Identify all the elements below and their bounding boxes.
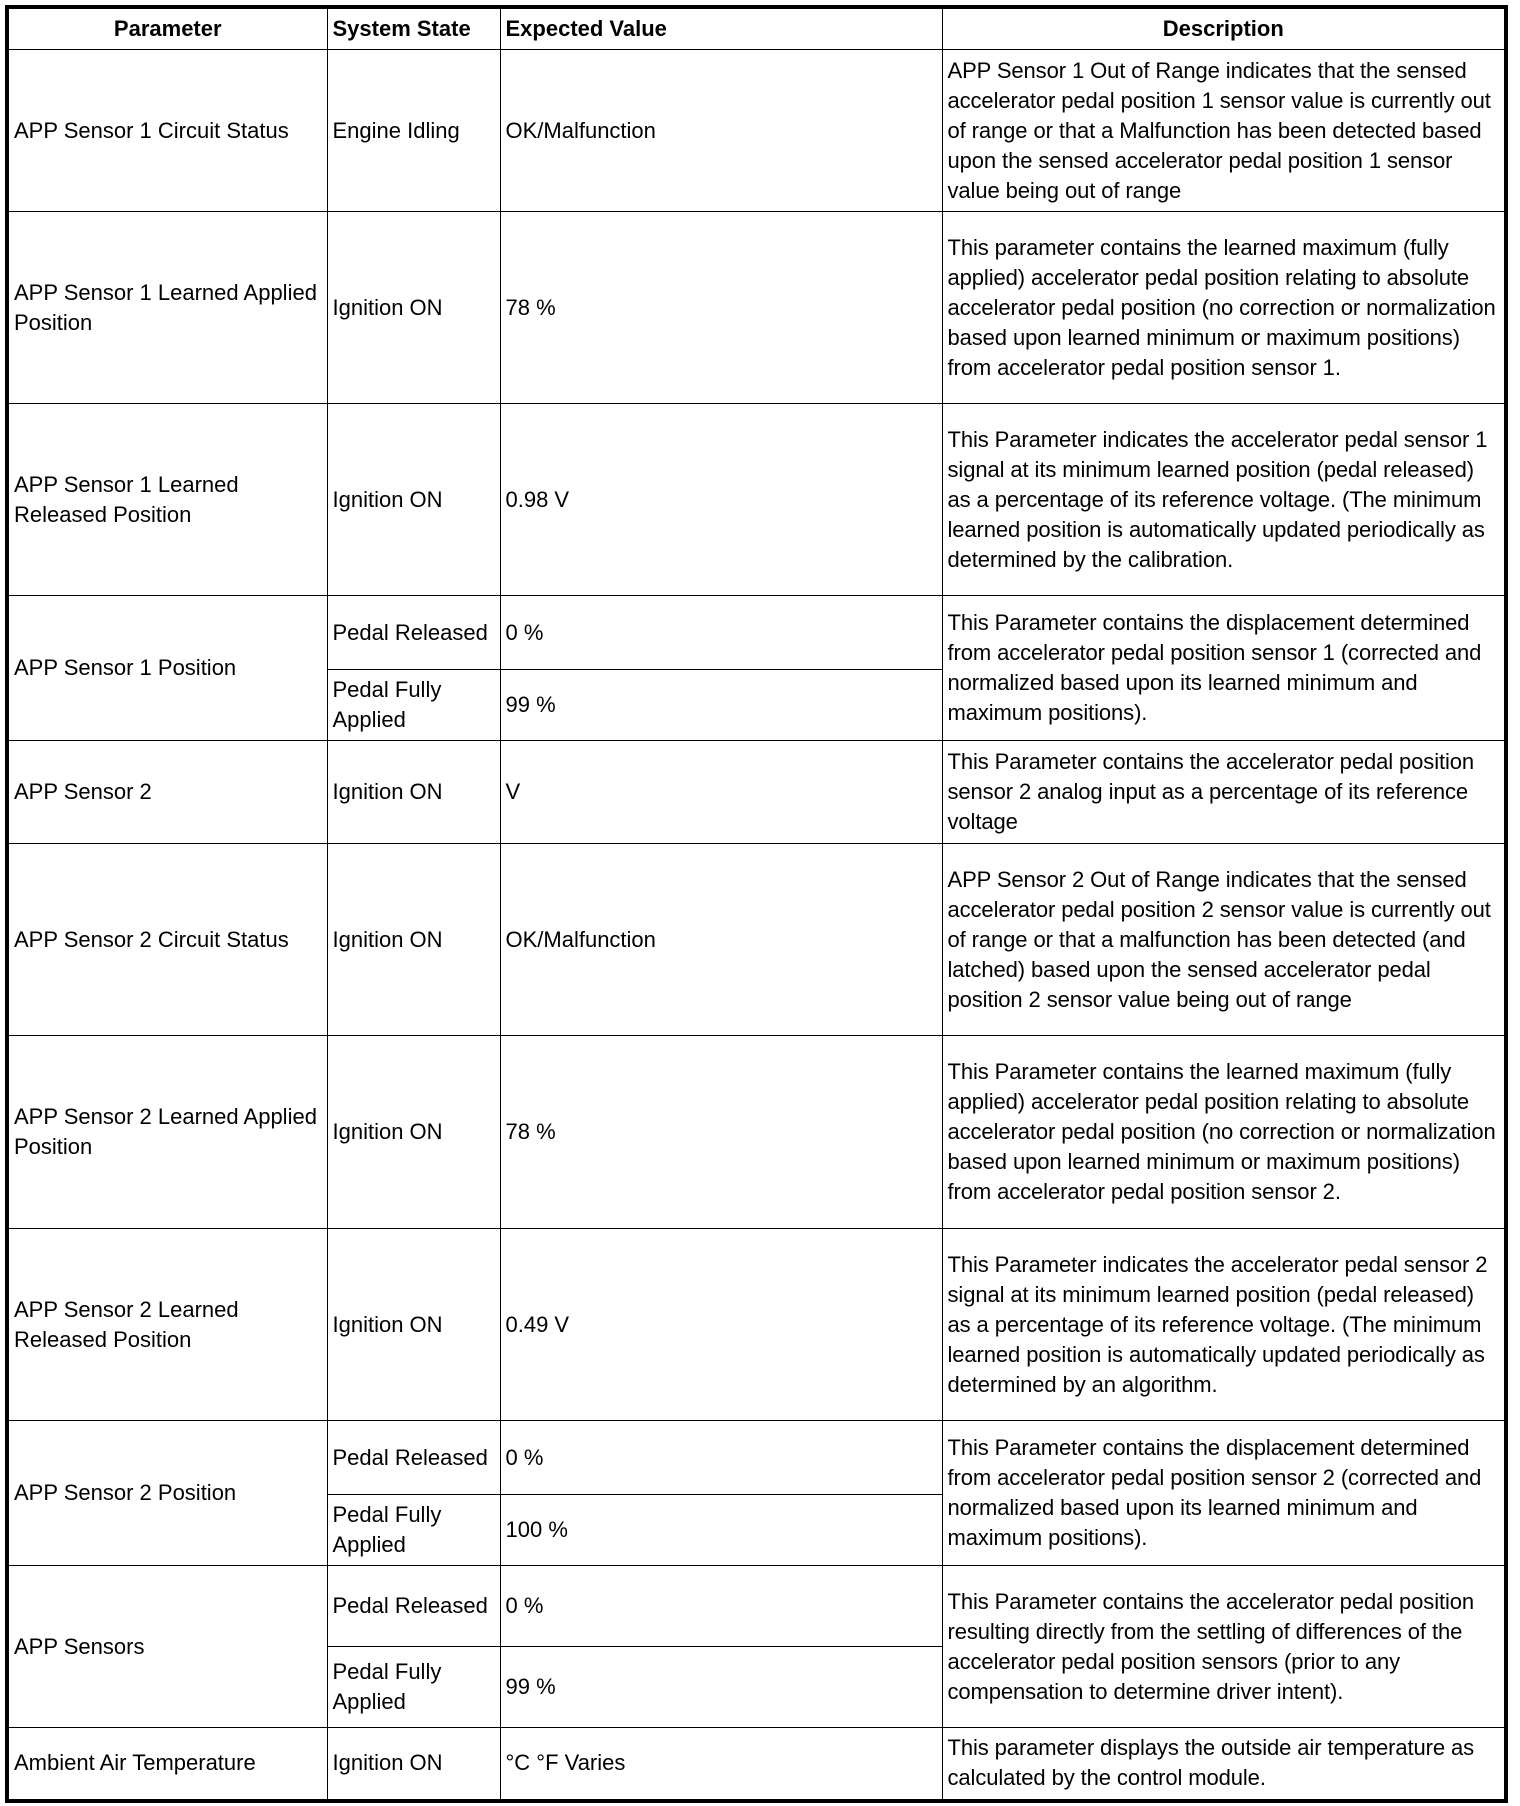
expected-value-cell: 0.98 V	[499, 403, 943, 596]
table-row: APP Sensor 1 Learned Released Position Ig…	[6, 403, 1507, 596]
parameter-cell: APP Sensor 2 Learned Applied Position	[6, 1035, 328, 1229]
description-cell: This Parameter contains the displacement…	[941, 1420, 1507, 1566]
system-state-cell: Pedal Fully Applied	[326, 1646, 501, 1728]
description-cell: This parameter contains the learned maxi…	[941, 211, 1507, 404]
description-cell: This Parameter indicates the accelerator…	[941, 403, 1507, 596]
table-row: Pedal Fully Applied 99 %	[7, 1646, 1506, 1728]
header-parameter: Parameter	[6, 6, 328, 50]
system-state-cell: Pedal Released	[326, 1565, 501, 1647]
header-expected-value: Expected Value	[499, 6, 943, 50]
parameter-cell: APP Sensor 1 Learned Applied Position	[6, 211, 328, 404]
header-description: Description	[941, 6, 1507, 50]
system-state-cell: Engine Idling	[326, 49, 501, 212]
expected-value-cell: 99 %	[499, 1646, 943, 1728]
parameter-cell: APP Sensor 2 Learned Released Position	[6, 1228, 328, 1421]
description-cell: This parameter displays the outside air …	[941, 1727, 1507, 1801]
expected-value-cell: 100 %	[499, 1494, 943, 1566]
parameter-cell: APP Sensor 2	[6, 740, 328, 844]
system-state-cell: Ignition ON	[326, 403, 501, 596]
description-cell: APP Sensor 2 Out of Range indicates that…	[941, 843, 1507, 1036]
system-state-cell: Ignition ON	[326, 1727, 501, 1801]
description-cell: This Parameter contains the learned maxi…	[941, 1035, 1507, 1229]
system-state-cell: Pedal Released	[326, 595, 501, 670]
parameter-cell: Ambient Air Temperature	[6, 1727, 328, 1801]
system-state-cell: Ignition ON	[326, 1228, 501, 1421]
parameter-table: Parameter System State Expected Value De…	[5, 5, 1508, 1803]
description-cell: This Parameter contains the accelerator …	[941, 1565, 1507, 1728]
parameter-cell: APP Sensor 1 Learned Released Position	[6, 403, 328, 596]
system-state-cell: Ignition ON	[326, 1035, 501, 1229]
expected-value-cell: OK/Malfunction	[499, 49, 943, 212]
table-row: APP Sensor 2 Position Pedal Released 0 % Th…	[6, 1420, 1507, 1566]
expected-value-cell: 0 %	[499, 595, 943, 670]
table-row: APP Sensor 1 Circuit Status Engine Idling…	[6, 49, 1507, 212]
parameter-cell: APP Sensor 2 Circuit Status	[6, 843, 328, 1036]
description-cell: This Parameter indicates the accelerator…	[941, 1228, 1507, 1421]
header-system-state: System State	[326, 6, 501, 50]
table-row: APP Sensor 2 Learned Applied Position Ign…	[6, 1035, 1507, 1229]
expected-value-cell: OK/Malfunction	[499, 843, 943, 1036]
description-cell: This Parameter contains the accelerator …	[941, 740, 1507, 844]
expected-value-cell: 78 %	[499, 1035, 943, 1229]
system-state-cell: Ignition ON	[326, 843, 501, 1036]
description-cell: This Parameter contains the displacement…	[941, 595, 1507, 741]
parameter-cell: APP Sensor 1 Position	[6, 595, 328, 741]
table-row: APP Sensor 1 Position Pedal Released 0 % Th…	[6, 595, 1507, 741]
parameter-cell: APP Sensors	[6, 1565, 328, 1728]
table-row: APP Sensor 2 Circuit Status Ignition ON OK…	[6, 843, 1507, 1036]
table-row: Ambient Air Temperature Ignition ON °C °F …	[6, 1727, 1507, 1801]
parameter-cell: APP Sensor 1 Circuit Status	[6, 49, 328, 212]
header-row: Parameter System State Expected Value De…	[6, 6, 1507, 50]
table-row: APP Sensors Pedal Released 0 % This Paramet…	[6, 1565, 1507, 1728]
description-cell: APP Sensor 1 Out of Range indicates that…	[941, 49, 1507, 212]
system-state-cell: Ignition ON	[326, 740, 501, 844]
parameter-cell: APP Sensor 2 Position	[6, 1420, 328, 1566]
expected-value-cell: 99 %	[499, 669, 943, 741]
system-state-cell: Pedal Fully Applied	[326, 669, 501, 741]
system-state-cell: Ignition ON	[326, 211, 501, 404]
system-state-cell: Pedal Fully Applied	[326, 1494, 501, 1566]
table-row: APP Sensor 1 Learned Applied Position Ign…	[6, 211, 1507, 404]
system-state-cell: Pedal Released	[326, 1420, 501, 1495]
expected-value-cell: 0 %	[499, 1565, 943, 1647]
expected-value-cell: °C °F Varies	[499, 1727, 943, 1801]
table-row: APP Sensor 2 Ignition ON V This Parameter c…	[6, 740, 1507, 844]
expected-value-cell: 78 %	[499, 211, 943, 404]
table-row: APP Sensor 2 Learned Released Position Ig…	[6, 1228, 1507, 1421]
expected-value-cell: 0 %	[499, 1420, 943, 1495]
expected-value-cell: V	[499, 740, 943, 844]
expected-value-cell: 0.49 V	[499, 1228, 943, 1421]
